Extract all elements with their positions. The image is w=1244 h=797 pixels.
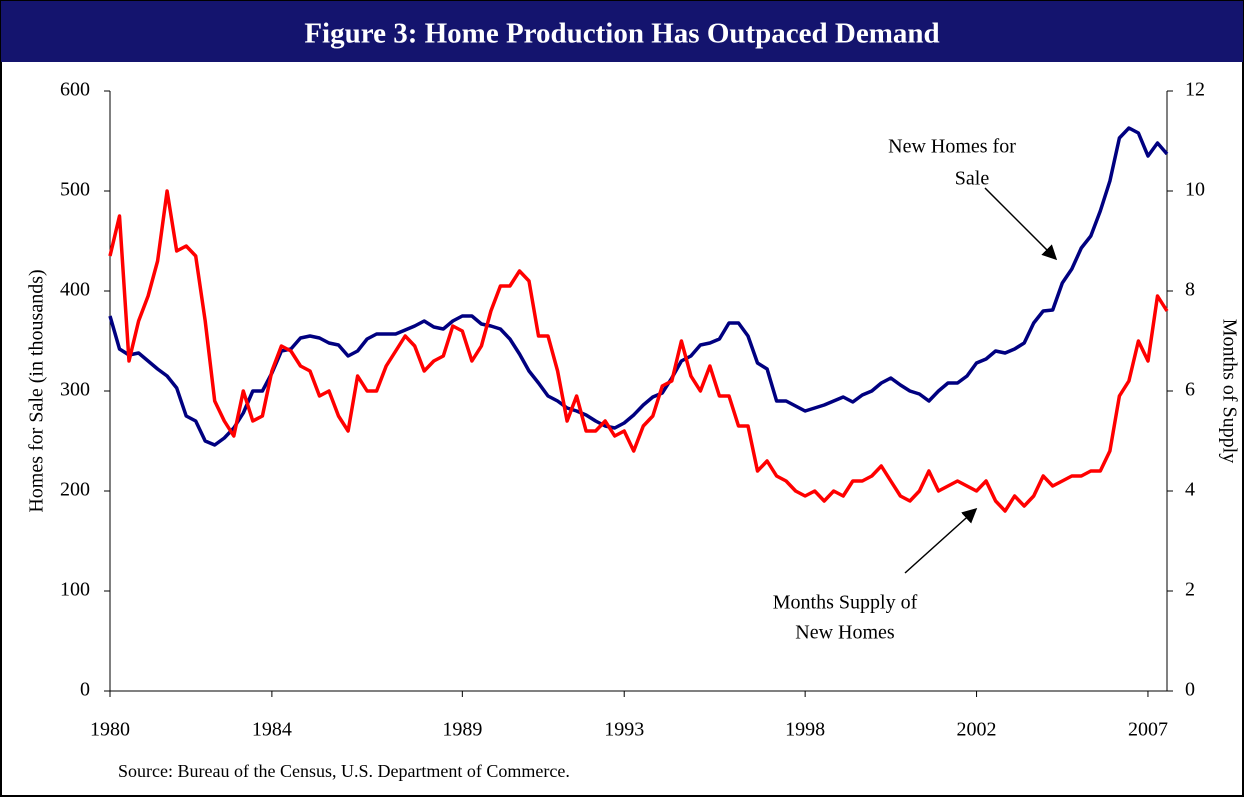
x-tick-label: 1989 [442,719,482,741]
y2-tick-label: 0 [1185,679,1195,701]
y-tick-label: 100 [60,579,90,601]
x-tick-label: 1984 [252,719,292,741]
title-bar [1,1,1243,62]
y-axis-label: Homes for Sale (in thousands) [26,269,48,512]
y-tick-label: 400 [60,279,90,301]
x-tick-label: 1993 [604,719,644,741]
x-tick-label: 2002 [957,719,997,741]
y2-tick-label: 8 [1185,279,1195,301]
arrow [904,507,978,574]
annotation: Sale [955,168,990,190]
y2-axis-label: Months of Supply [1218,319,1240,463]
y-tick-label: 300 [60,379,90,401]
arrow [984,187,1058,261]
y2-tick-label: 6 [1185,379,1195,401]
series-line [108,189,1169,513]
y-tick-label: 500 [60,179,90,201]
y-tick-label: 0 [80,679,90,701]
x-tick-label: 2007 [1128,719,1168,741]
y-tick-label: 200 [60,479,90,501]
annotation: New Homes for [888,136,1016,158]
y2-tick-label: 4 [1185,479,1195,501]
annotation: New Homes [795,622,895,644]
annotation: Months Supply of [773,592,918,614]
y-tick-label: 600 [60,79,90,101]
y2-tick-label: 10 [1185,179,1205,201]
source-note: Source: Bureau of the Census, U.S. Depar… [118,761,570,781]
y2-tick-label: 12 [1185,79,1205,101]
chart-title: Figure 3: Home Production Has Outpaced D… [304,18,939,50]
x-tick-label: 1980 [90,719,130,741]
y2-tick-label: 2 [1185,579,1195,601]
x-tick-label: 1998 [785,719,825,741]
